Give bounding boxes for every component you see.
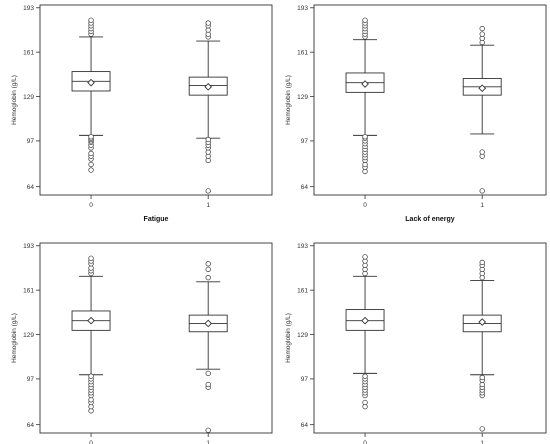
mean-marker <box>204 319 213 328</box>
outlier-point <box>479 374 485 381</box>
mean-marker <box>478 84 487 93</box>
outlier-point <box>479 25 485 32</box>
y-tick-label: 129 <box>23 332 34 339</box>
outlier-point <box>88 373 94 379</box>
outlier-point <box>362 399 368 406</box>
boxplot-1 <box>188 20 228 194</box>
y-tick-label: 193 <box>297 5 308 12</box>
outlier-point <box>88 150 94 157</box>
y-tick-label: 64 <box>301 184 309 191</box>
outlier-point <box>205 275 211 281</box>
boxplot-1 <box>462 259 502 432</box>
x-tick-label: 0 <box>363 202 367 209</box>
boxplot-0 <box>71 255 111 414</box>
x-tick-label: 0 <box>363 440 367 444</box>
outlier-point <box>88 134 94 140</box>
outlier-point <box>479 188 485 194</box>
y-axis-label: Hemoglobin (g/L) <box>285 75 292 125</box>
outlier-point <box>88 255 94 261</box>
y-tick-label: 193 <box>23 243 34 250</box>
x-tick-label: 1 <box>480 440 484 444</box>
mean-marker <box>87 316 95 325</box>
x-tick-label: 0 <box>89 202 93 209</box>
outlier-point <box>88 161 94 168</box>
x-axis-label: Lack of energy <box>405 216 455 223</box>
boxplot-1 <box>188 261 228 433</box>
outlier-point <box>362 373 368 379</box>
y-tick-label: 161 <box>23 49 34 56</box>
y-tick-label: 193 <box>23 5 34 12</box>
plot-frame <box>313 4 547 196</box>
panel-1: 64 97 129 161 193 Hemoglobin (g/L) 0 1 Fatigue <box>11 4 273 223</box>
outlier-point <box>205 427 211 433</box>
outlier-point <box>205 261 211 267</box>
plot-frame <box>313 242 547 434</box>
mean-marker <box>87 78 95 87</box>
outlier-point <box>205 266 211 273</box>
y-tick-label: 97 <box>27 376 35 383</box>
outlier-point <box>362 134 368 140</box>
x-axis-label: Fatigue <box>144 216 169 223</box>
outlier-point <box>205 370 211 377</box>
x-tick-label: 0 <box>89 440 93 444</box>
boxplot-1 <box>462 25 502 194</box>
mean-marker <box>361 316 369 325</box>
plot-frame <box>39 242 273 434</box>
boxplot-0 <box>345 254 385 410</box>
y-tick-label: 64 <box>27 184 35 191</box>
mean-marker <box>204 82 213 91</box>
mean-marker <box>478 318 487 326</box>
outlier-point <box>479 259 485 266</box>
y-tick-label: 129 <box>23 94 34 101</box>
boxplot-0 <box>345 17 385 175</box>
outlier-point <box>479 149 485 155</box>
y-tick-label: 129 <box>297 332 308 339</box>
outlier-point <box>88 17 94 23</box>
outlier-point <box>362 254 368 260</box>
y-axis-label: Hemoglobin (g/L) <box>11 313 18 363</box>
plot-frame <box>39 4 273 196</box>
x-tick-label: 1 <box>206 440 210 444</box>
outlier-point <box>88 167 94 173</box>
outlier-point <box>205 136 211 143</box>
y-tick-label: 161 <box>297 287 308 294</box>
outlier-point <box>205 381 211 388</box>
outlier-point <box>205 20 211 26</box>
y-tick-label: 161 <box>297 49 308 56</box>
y-tick-label: 97 <box>301 138 309 145</box>
y-tick-label: 64 <box>301 422 309 429</box>
y-tick-label: 97 <box>301 376 309 383</box>
y-tick-label: 97 <box>27 138 35 145</box>
x-tick-label: 1 <box>206 202 210 209</box>
boxplot-0 <box>71 17 111 173</box>
mean-marker <box>361 80 369 88</box>
y-tick-label: 64 <box>27 422 35 429</box>
y-axis-label: Hemoglobin (g/L) <box>285 313 292 363</box>
x-tick-label: 1 <box>480 202 484 209</box>
outlier-point <box>362 17 368 23</box>
panel-2: 64 97 129 161 193 Hemoglobin (g/L) 0 1 Lack of e… <box>285 4 547 223</box>
y-tick-label: 129 <box>297 94 308 101</box>
outlier-point <box>479 31 485 37</box>
y-tick-label: 161 <box>23 287 34 294</box>
y-tick-label: 193 <box>297 243 308 250</box>
outlier-point <box>479 426 485 432</box>
y-axis-label: Hemoglobin (g/L) <box>11 75 18 125</box>
outlier-point <box>205 188 211 194</box>
